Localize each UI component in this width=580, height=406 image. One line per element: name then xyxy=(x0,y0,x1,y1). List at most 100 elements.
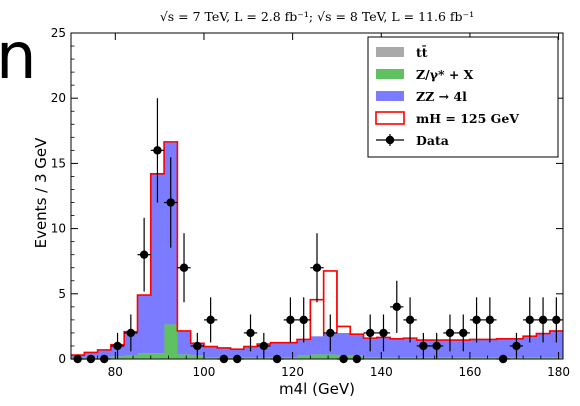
legend-label: tt̄ xyxy=(416,44,428,60)
stack-2-bar xyxy=(469,339,484,358)
data-marker xyxy=(326,328,335,338)
legend-label: Data xyxy=(416,133,449,148)
data-marker xyxy=(153,146,162,155)
data-point xyxy=(523,297,537,343)
stack-2-bar xyxy=(549,330,564,358)
data-marker xyxy=(246,328,255,338)
stack-2-bar xyxy=(243,346,258,358)
data-point xyxy=(110,332,125,359)
x-tick-label: 180 xyxy=(547,365,570,379)
legend-entry: tt̄ xyxy=(376,44,428,60)
data-marker xyxy=(379,328,388,338)
data-marker xyxy=(552,315,561,325)
stack-2-bar xyxy=(150,173,165,354)
legend-label: Z/γ* + X xyxy=(416,67,474,82)
stack-2-bar xyxy=(297,340,311,356)
stack-2-bar xyxy=(403,338,418,358)
chart-title: √s = 7 TeV, L = 2.8 fb⁻¹; √s = 8 TeV, L … xyxy=(160,9,474,24)
stack-1-bar xyxy=(124,355,138,359)
data-marker xyxy=(193,341,202,351)
stack-2-bar xyxy=(350,334,364,356)
y-tick-label: 5 xyxy=(58,287,66,301)
data-point xyxy=(243,314,258,352)
data-marker xyxy=(365,328,375,338)
stack-2-bar xyxy=(177,330,191,355)
cropped-text-fragment: n xyxy=(0,20,37,94)
stack-2-bar xyxy=(283,342,298,358)
stack-1-bar xyxy=(390,357,404,359)
stack-2-bar xyxy=(536,333,551,358)
legend-marker xyxy=(385,135,395,145)
data-point xyxy=(443,314,457,352)
legend-entry: Z/γ* + X xyxy=(376,67,474,82)
data-marker xyxy=(312,263,322,272)
stack-2-bar xyxy=(203,346,218,358)
data-marker xyxy=(126,328,136,338)
data-marker xyxy=(392,302,401,312)
data-point xyxy=(376,314,391,352)
data-point xyxy=(509,332,524,359)
data-marker xyxy=(485,315,495,325)
stack-1-bar xyxy=(283,357,298,359)
legend-label: mH = 125 GeV xyxy=(416,111,519,126)
x-axis: 80 100 120 140 160 180 xyxy=(79,33,570,379)
stack-1-bar xyxy=(523,357,537,359)
data-point xyxy=(257,332,271,359)
x-tick-label: 80 xyxy=(108,365,123,379)
stack-1-bar xyxy=(376,357,391,359)
y-tick-label: 10 xyxy=(51,222,66,236)
data-marker xyxy=(432,341,441,351)
legend-entry: Data xyxy=(376,133,449,148)
data-marker xyxy=(459,328,468,338)
data-point xyxy=(363,314,377,352)
x-tick-label: 140 xyxy=(370,365,393,379)
data-point xyxy=(297,297,311,343)
legend-swatch xyxy=(376,91,404,101)
x-axis-title: m4l (GeV) xyxy=(279,380,355,398)
stack-2-bar xyxy=(336,332,351,356)
legend-swatch xyxy=(376,69,404,79)
data-point xyxy=(469,297,484,343)
data-marker xyxy=(419,341,428,351)
y-tick-label: 25 xyxy=(51,26,66,40)
data-marker xyxy=(166,198,175,207)
stack-1-bar xyxy=(483,357,497,359)
stack-2-bar xyxy=(310,336,324,355)
data-point xyxy=(536,297,550,343)
data-point xyxy=(203,297,218,343)
data-point xyxy=(310,233,324,303)
data-point xyxy=(390,280,404,333)
data-marker xyxy=(512,341,521,351)
data-point xyxy=(483,297,497,343)
data-marker xyxy=(525,315,534,325)
stack-1-bar xyxy=(536,357,551,359)
stack-2-bar xyxy=(217,347,231,358)
data-marker xyxy=(538,315,548,325)
stack-1-bar xyxy=(310,354,324,359)
data-point xyxy=(190,332,204,359)
data-point xyxy=(403,297,417,343)
stack-1-bar xyxy=(203,357,218,359)
data-point xyxy=(283,297,298,343)
data-point xyxy=(164,157,178,248)
legend-label: ZZ → 4l xyxy=(416,89,467,104)
data-marker xyxy=(472,315,481,325)
x-tick-label: 120 xyxy=(281,365,304,379)
data-marker xyxy=(206,315,215,325)
stack-1-bar xyxy=(323,354,338,359)
legend-entry: mH = 125 GeV xyxy=(375,111,519,126)
legend-swatch xyxy=(375,111,405,125)
stack-2-bar xyxy=(270,342,285,358)
stack-1-bar xyxy=(243,357,258,359)
data-marker xyxy=(405,315,415,325)
stack-1-bar xyxy=(297,355,311,359)
stack-1-bar xyxy=(363,357,378,359)
stack-1-bar xyxy=(469,357,484,359)
y-tick-label: 20 xyxy=(51,91,66,105)
legend-swatch xyxy=(376,47,404,57)
stack-1-bar xyxy=(177,354,191,359)
stack-1-bar xyxy=(164,324,178,359)
stack-1-bar xyxy=(403,357,418,359)
stack-1-bar xyxy=(456,357,471,359)
stack-2-bar xyxy=(137,295,152,354)
